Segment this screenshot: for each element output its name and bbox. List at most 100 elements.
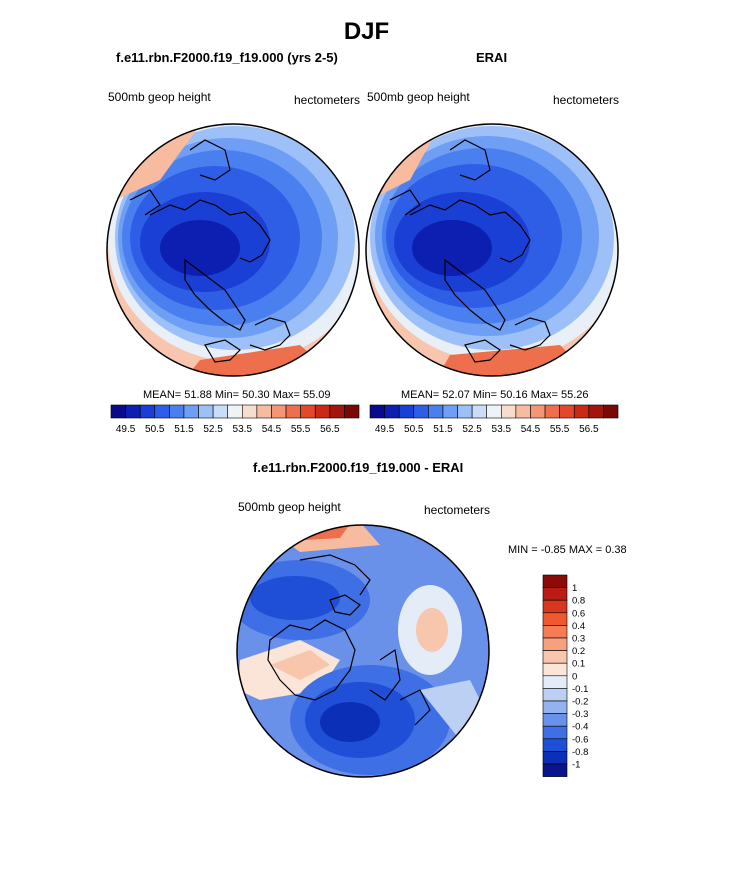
diff-colorbar-swatch [542, 738, 568, 752]
diff-colorbar-swatch [542, 763, 568, 777]
panel-2-coastlines [389, 139, 551, 363]
panel-1-coastlines [129, 139, 291, 363]
panel-2-colorbar: 49.5 50.5 51.5 52.5 53.5 54.5 55.5 56.5 [369, 404, 619, 435]
panel-2-colorbar-tick-label: 56.5 [579, 424, 599, 435]
panel-2-title: ERAI [476, 50, 508, 65]
diff-panel-title: f.e11.rbn.F2000.f19_f19.000 - ERAI [253, 460, 464, 475]
panel-2-contour-field [366, 124, 618, 376]
panel-1-max-label: Max= [272, 389, 300, 401]
diff-colorbar-tick-label: 0.3 [572, 634, 585, 645]
panel-1-colorbar-swatch [241, 404, 258, 419]
panel-2-min-label: Min= [472, 389, 498, 401]
diff-colorbar-tick-label: 0.4 [572, 621, 585, 632]
panel-1-colorbar-swatch [227, 404, 243, 419]
panel-2-colorbar-tick-label: 51.5 [433, 424, 453, 435]
panel-1-colorbar-swatch [329, 404, 345, 419]
panel-1-title: f.e11.rbn.F2000.f19_f19.000 (yrs 2-5) [116, 50, 338, 65]
diff-colorbar-swatch [542, 637, 568, 651]
diff-colorbar: 1 0.80.6 0.4 0.30.2 0.10 -0.1 -0.2-0.3 -0.4-0.6… [542, 574, 588, 777]
panel-1-units-label: hectometers [294, 93, 361, 107]
panel-1-min-label: Min= [214, 389, 240, 401]
panel-1-colorbar-swatch [271, 404, 287, 419]
diff-units-label: hectometers [424, 503, 491, 517]
diff-colorbar-tick-label: 0.1 [572, 659, 585, 670]
panel-1-colorbar-tick-label: 51.5 [174, 424, 194, 435]
panel-2-map-border [365, 123, 619, 377]
panel-1-colorbar-tick-label: 54.5 [262, 424, 282, 435]
panel-2-variable-label: 500mb geop height [367, 90, 470, 104]
panel-1-colorbar-swatch [300, 404, 316, 419]
diff-map-border [236, 524, 490, 778]
panel-2-colorbar-swatch [588, 404, 604, 419]
panel-1-variable-label: 500mb geop height [108, 90, 211, 104]
diff-coastlines [267, 554, 431, 726]
panel-2-colorbar-swatch [559, 404, 575, 419]
diff-colorbar-tick-label: 1 [572, 583, 577, 594]
panel-2-colorbar-tick-label: 54.5 [521, 424, 541, 435]
panel-1-contour-field [107, 124, 359, 376]
panel-1-colorbar-swatch [139, 404, 156, 419]
diff-colorbar-swatch [542, 725, 568, 740]
panel-1-colorbar-tick-label: 49.5 [116, 424, 136, 435]
diff-colorbar-tick-label: 0.8 [572, 596, 585, 607]
diff-variable-label: 500mb geop height [238, 500, 341, 514]
diff-colorbar-tick-label: -0.8 [572, 747, 588, 758]
panel-1-colorbar-swatch [169, 404, 185, 419]
panel-2-colorbar-swatch [413, 404, 429, 419]
diff-colorbar-swatch [542, 612, 568, 626]
panel-2-colorbar-swatch [471, 404, 488, 419]
diff-colorbar-tick-label: -1 [572, 760, 580, 771]
panel-2-colorbar-swatch [530, 404, 546, 419]
diff-colorbar-tick-label: -0.4 [572, 722, 588, 733]
panel-1-max-value: 55.09 [302, 389, 331, 401]
panel-2-colorbar-swatch [515, 404, 531, 419]
panel-2-max-label: Max= [530, 389, 558, 401]
diff-colorbar-swatch [542, 587, 568, 601]
panel-1-colorbar-tick-label: 50.5 [145, 424, 165, 435]
panel-1-mean-value: 51.88 [184, 389, 212, 401]
panel-1-colorbar: 49.5 50.5 51.5 52.5 53.5 54.5 55.5 56.5 [110, 404, 360, 435]
diff-colorbar-swatch [542, 751, 568, 765]
panel-2-colorbar-swatch [384, 404, 400, 419]
diff-minmax-text: MIN = -0.85 MAX = 0.38 [508, 544, 627, 556]
panel-1-colorbar-swatch [256, 404, 272, 419]
diff-colorbar-swatch [542, 625, 568, 639]
diff-colorbar-tick-label: 0 [572, 671, 577, 682]
panel-1-colorbar-tick-label: 52.5 [203, 424, 223, 435]
panel-2-colorbar-swatch [500, 404, 517, 419]
panel-1-colorbar-swatch [154, 404, 170, 419]
panel-2-colorbar-swatch [486, 404, 502, 419]
panel-2-mean-value: 52.07 [442, 389, 470, 401]
panel-2-colorbar-swatch [369, 404, 385, 419]
diff-colorbar-tick-label: -0.2 [572, 697, 588, 708]
panel-2-stats: MEAN= 52.07 Min= 50.16 Max= 55.26 [401, 389, 589, 401]
panel-1-colorbar-swatch [314, 404, 331, 419]
panel-2-colorbar-swatch [457, 404, 473, 419]
panel-1-colorbar-tick-label: 53.5 [233, 424, 253, 435]
panel-2-max-value: 55.26 [560, 389, 589, 401]
panel-2-colorbar-swatch [544, 404, 560, 419]
figure-title: DJF [343, 18, 390, 45]
diff-colorbar-tick-label: -0.3 [572, 709, 588, 720]
panel-2-min-value: 50.16 [500, 389, 528, 401]
panel-2-colorbar-tick-label: 53.5 [492, 424, 512, 435]
panel-1-colorbar-swatch [344, 404, 360, 419]
diff-colorbar-swatch [542, 574, 568, 588]
panel-1-stats: MEAN= 51.88 Min= 50.30 Max= 55.09 [143, 389, 331, 401]
diff-colorbar-tick-label: -0.6 [572, 734, 588, 745]
panel-2-colorbar-tick-label: 52.5 [462, 424, 482, 435]
diff-colorbar-swatch [542, 713, 568, 727]
panel-1-colorbar-swatch [198, 404, 214, 419]
panel-1-colorbar-swatch [285, 404, 301, 419]
panel-1-colorbar-swatch [212, 404, 229, 419]
diff-colorbar-tick-label: 0.2 [572, 646, 585, 657]
panel-2-colorbar-tick-label: 50.5 [404, 424, 424, 435]
diff-colorbar-swatch [542, 599, 568, 614]
panel-2-units-label: hectometers [553, 93, 620, 107]
diff-colorbar-swatch [542, 700, 568, 714]
panel-2-colorbar-tick-label: 49.5 [375, 424, 395, 435]
diff-colorbar-swatch [542, 662, 568, 677]
panel-1-mean-label: MEAN= [143, 389, 182, 401]
panel-1-colorbar-swatch [183, 404, 199, 419]
